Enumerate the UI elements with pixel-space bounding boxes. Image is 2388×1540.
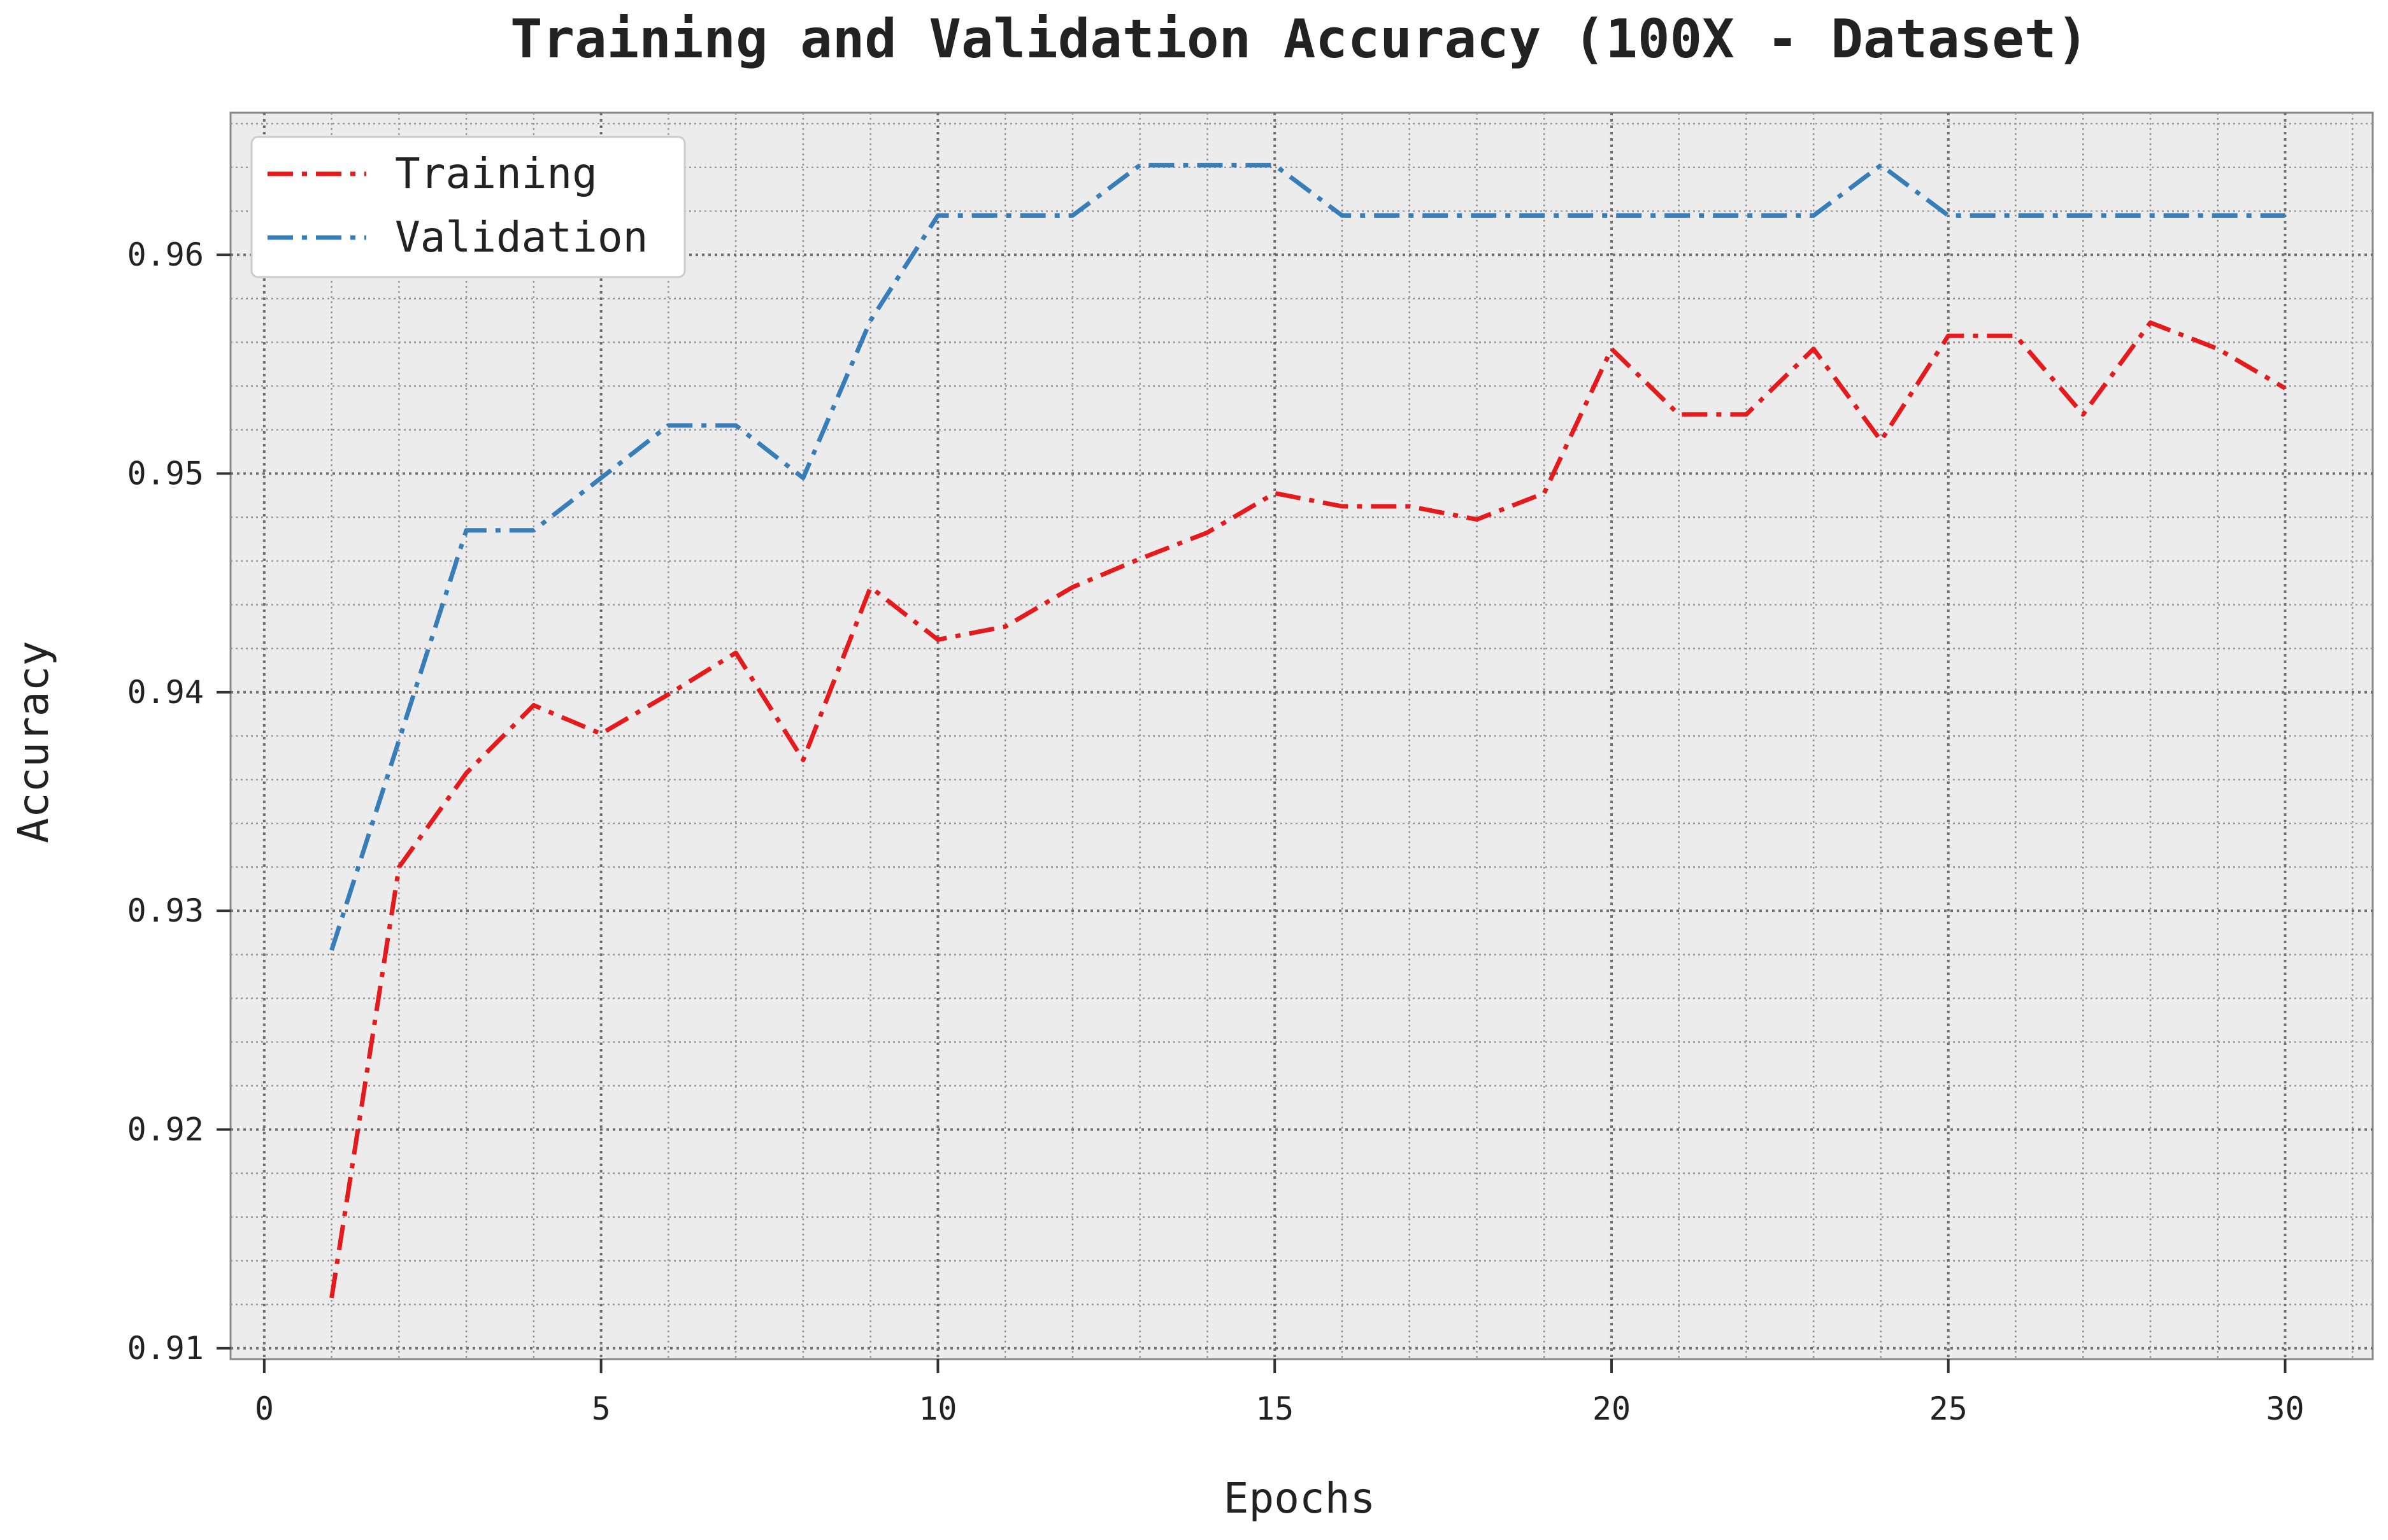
data-point-validation bbox=[1677, 213, 1681, 217]
data-point-validation bbox=[1273, 163, 1276, 167]
x-axis-label: Epochs bbox=[1224, 1474, 1375, 1523]
data-point-validation bbox=[397, 738, 401, 742]
data-point-training bbox=[1879, 439, 1883, 443]
data-point-training bbox=[1071, 585, 1075, 589]
data-point-training bbox=[2216, 347, 2220, 351]
data-point-training bbox=[1812, 347, 1815, 351]
data-point-validation bbox=[936, 213, 940, 217]
data-point-training bbox=[2014, 334, 2018, 338]
data-point-training bbox=[1205, 531, 1209, 534]
data-point-training bbox=[599, 732, 603, 736]
data-point-training bbox=[1677, 413, 1681, 417]
data-point-training bbox=[1475, 518, 1478, 522]
x-tick-label: 0 bbox=[255, 1390, 274, 1427]
data-point-training bbox=[2081, 413, 2085, 417]
data-point-validation bbox=[1071, 213, 1075, 217]
data-point-validation bbox=[464, 529, 468, 532]
series-line-validation bbox=[329, 162, 2285, 952]
data-point-training bbox=[1003, 625, 1007, 629]
data-point-validation bbox=[1610, 213, 1613, 217]
y-axis-label: Accuracy bbox=[9, 641, 58, 843]
data-point-validation bbox=[330, 948, 334, 952]
data-point-validation bbox=[1812, 213, 1815, 217]
data-point-training bbox=[1340, 504, 1344, 508]
data-point-validation bbox=[801, 476, 805, 480]
data-point-validation bbox=[2081, 213, 2085, 217]
data-point-validation bbox=[869, 318, 873, 322]
data-point-training bbox=[734, 651, 738, 655]
x-tick-label: 30 bbox=[2266, 1390, 2304, 1427]
data-point-validation bbox=[1947, 213, 1950, 217]
data-point-validation bbox=[666, 424, 670, 427]
data-point-training bbox=[1138, 557, 1142, 560]
data-point-validation bbox=[2216, 213, 2220, 217]
y-axis: 0.91 0.92 0.93 0.94 0.95 0.96 bbox=[127, 236, 231, 1367]
legend-label-validation: Validation bbox=[395, 213, 648, 262]
data-point-training bbox=[1744, 413, 1748, 417]
x-tick-label: 5 bbox=[592, 1390, 611, 1427]
data-point-validation bbox=[1475, 213, 1478, 217]
legend-label-training: Training bbox=[395, 149, 597, 198]
data-point-validation bbox=[1003, 213, 1007, 217]
y-tick-label: 0.91 bbox=[127, 1330, 204, 1367]
y-tick-label: 0.95 bbox=[127, 455, 204, 492]
legend-box bbox=[250, 136, 686, 278]
y-tick-label: 0.92 bbox=[127, 1111, 204, 1148]
data-point-training bbox=[801, 758, 805, 762]
series-layer bbox=[329, 162, 2287, 1300]
x-axis: 0 5 10 15 20 25 30 bbox=[255, 1359, 2305, 1427]
data-point-validation bbox=[1340, 213, 1344, 217]
data-point-validation bbox=[2284, 213, 2287, 217]
x-tick-label: 10 bbox=[919, 1390, 957, 1427]
data-point-validation bbox=[1542, 213, 1546, 217]
data-point-validation bbox=[2014, 213, 2018, 217]
y-tick-label: 0.96 bbox=[127, 236, 204, 273]
data-point-validation bbox=[2148, 213, 2152, 217]
y-tick-label: 0.93 bbox=[127, 892, 204, 929]
data-point-training bbox=[532, 703, 536, 707]
data-point-validation bbox=[532, 529, 536, 532]
x-tick-label: 15 bbox=[1255, 1390, 1294, 1427]
data-point-validation bbox=[1879, 163, 1883, 167]
minor-gridlines bbox=[231, 113, 2373, 1359]
data-point-training bbox=[1542, 491, 1546, 495]
data-point-training bbox=[666, 692, 670, 696]
data-point-validation bbox=[1205, 163, 1209, 167]
data-point-training bbox=[1408, 504, 1412, 508]
series-line-training bbox=[329, 320, 2287, 1299]
y-tick-label: 0.94 bbox=[127, 674, 204, 711]
legend: Training Validation bbox=[250, 136, 686, 278]
data-point-training bbox=[397, 866, 401, 869]
x-tick-label: 25 bbox=[1929, 1390, 1968, 1427]
data-point-training bbox=[330, 1296, 334, 1300]
data-point-validation bbox=[734, 424, 738, 427]
data-point-validation bbox=[1744, 213, 1748, 217]
data-point-validation bbox=[599, 476, 603, 480]
data-point-training bbox=[1273, 491, 1276, 495]
data-point-validation bbox=[1138, 163, 1142, 167]
data-point-training bbox=[1947, 334, 1950, 338]
chart-title: Training and Validation Accuracy (100X -… bbox=[510, 8, 2089, 70]
x-tick-label: 20 bbox=[1592, 1390, 1631, 1427]
data-point-training bbox=[2148, 321, 2152, 325]
data-point-validation bbox=[1408, 213, 1412, 217]
data-point-training bbox=[1610, 347, 1613, 351]
data-point-training bbox=[936, 638, 940, 641]
major-gridlines bbox=[231, 113, 2373, 1359]
data-point-training bbox=[869, 585, 873, 589]
data-point-training bbox=[2284, 387, 2287, 390]
data-point-training bbox=[464, 771, 468, 775]
